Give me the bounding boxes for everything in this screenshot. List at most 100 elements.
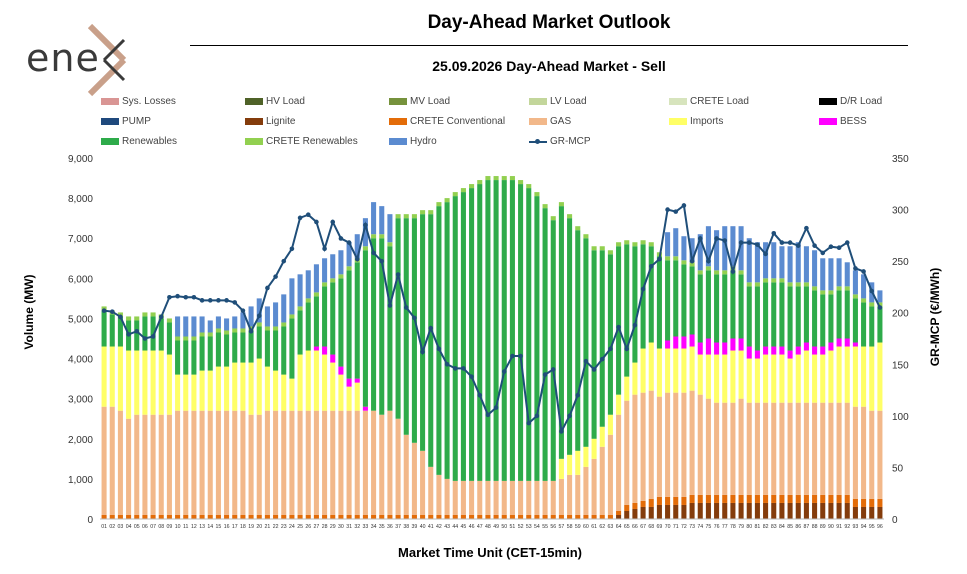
- bar-segment: [714, 342, 720, 355]
- bar-segment: [803, 342, 809, 351]
- mcp-point: [567, 413, 572, 419]
- bar-segment: [681, 504, 687, 519]
- y-tick-label: 5,000: [68, 314, 93, 325]
- bar-segment: [134, 316, 140, 321]
- bar-segment: [183, 316, 189, 337]
- bar-segment: [264, 514, 270, 519]
- page-title: Day-Ahead Market Outlook: [427, 12, 671, 33]
- bar-segment: [722, 274, 728, 343]
- x-tick-label: 26: [305, 524, 311, 530]
- bar-segment: [460, 192, 466, 481]
- bar-segment: [534, 192, 540, 197]
- mcp-point: [379, 258, 385, 264]
- bar-segment: [289, 410, 295, 515]
- bar-segment: [322, 354, 328, 411]
- bar-segment: [787, 286, 793, 351]
- y-tick-label: 4,000: [68, 355, 93, 366]
- bar-segment: [795, 286, 801, 347]
- bar-segment: [354, 382, 360, 411]
- x-tick-label: 64: [616, 524, 622, 530]
- bar-segment: [509, 480, 515, 515]
- bar-segment: [403, 218, 409, 435]
- bar-segment: [869, 410, 875, 499]
- bar-segment: [607, 434, 613, 515]
- bar-segment: [224, 514, 230, 519]
- mcp-point: [714, 236, 719, 241]
- mcp-point: [755, 242, 760, 247]
- mcp-point: [330, 219, 336, 225]
- x-tick-label: 49: [493, 524, 499, 530]
- bar-segment: [689, 238, 695, 263]
- bar-segment: [362, 410, 368, 515]
- bar-segment: [191, 340, 197, 375]
- bar-segment: [705, 226, 711, 267]
- bar-segment: [371, 410, 377, 515]
- bar-segment: [730, 402, 736, 495]
- bar-segment: [828, 290, 834, 295]
- bar-segment: [583, 514, 589, 519]
- legend-swatch: [389, 118, 407, 125]
- legend-item: PUMP: [101, 116, 151, 127]
- bar-segment: [779, 494, 785, 503]
- bar-segment: [452, 196, 458, 481]
- bar-segment: [313, 350, 319, 411]
- mcp-point: [126, 332, 131, 337]
- x-tick-label: 68: [648, 524, 654, 530]
- bar-segment: [665, 496, 671, 505]
- bar-segment: [338, 410, 344, 515]
- bar-segment: [754, 242, 760, 283]
- bar-segment: [485, 480, 491, 515]
- bar-segment: [518, 184, 524, 481]
- bar-segment: [763, 278, 769, 283]
- bar-segment: [812, 494, 818, 503]
- bar-segment: [689, 390, 695, 495]
- bar-segment: [224, 330, 230, 335]
- bar-segment: [567, 514, 573, 519]
- bar-segment: [844, 502, 850, 519]
- bar-segment: [869, 506, 875, 519]
- bar-segment: [183, 514, 189, 519]
- bar-segment: [746, 402, 752, 495]
- bar-segment: [681, 260, 687, 265]
- bar-segment: [567, 214, 573, 219]
- x-tick-label: 89: [820, 524, 826, 530]
- bar-segment: [746, 282, 752, 287]
- bar-segment: [705, 338, 711, 355]
- x-tick-label: 60: [583, 524, 589, 530]
- mcp-point: [322, 246, 327, 252]
- legend-label: CRETE Conventional: [410, 116, 506, 127]
- mcp-point: [616, 324, 621, 330]
- bar-segment: [387, 246, 393, 411]
- bar-segment: [852, 346, 858, 407]
- legend-label: GAS: [550, 116, 572, 127]
- bar-segment: [542, 208, 548, 481]
- bar-segment: [534, 196, 540, 481]
- bar-segment: [738, 350, 744, 399]
- legend-item: D/R Load: [819, 96, 882, 107]
- bar-segment: [420, 514, 426, 519]
- mcp-point: [273, 274, 278, 279]
- bar-segment: [232, 332, 238, 363]
- bar-segment: [820, 346, 826, 355]
- x-tick-label: 06: [142, 524, 148, 530]
- x-tick-label: 40: [420, 524, 426, 530]
- x-tick-label: 80: [746, 524, 752, 530]
- bar-segment: [142, 350, 148, 415]
- bar-segment: [232, 362, 238, 411]
- legend-label: LV Load: [550, 96, 587, 107]
- bar-segment: [640, 244, 646, 349]
- bar-segment: [354, 262, 360, 379]
- bar-segment: [542, 514, 548, 519]
- bar-segment: [705, 266, 711, 271]
- chart-subtitle: 25.09.2026 Day-Ahead Market - Sell: [432, 58, 666, 74]
- bar-segment: [689, 334, 695, 347]
- bar-segment: [444, 514, 450, 519]
- bar-segment: [175, 316, 181, 337]
- bar-segment: [469, 188, 475, 481]
- x-tick-label: 36: [387, 524, 393, 530]
- bar-segment: [183, 336, 189, 341]
- legend-item: CRETE Renewables: [245, 136, 358, 147]
- bar-segment: [558, 206, 564, 459]
- bar-segment: [289, 378, 295, 411]
- mcp-point: [599, 356, 605, 362]
